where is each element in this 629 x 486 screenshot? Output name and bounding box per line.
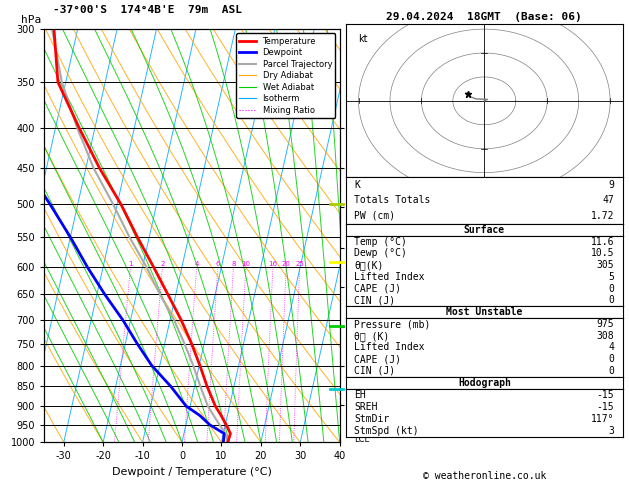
Y-axis label: km
ASL: km ASL xyxy=(371,225,389,246)
Text: K: K xyxy=(354,180,360,190)
X-axis label: Dewpoint / Temperature (°C): Dewpoint / Temperature (°C) xyxy=(112,467,272,477)
Text: hPa: hPa xyxy=(21,15,41,25)
Text: 4: 4 xyxy=(194,261,199,267)
Text: CIN (J): CIN (J) xyxy=(354,366,396,376)
Text: CIN (J): CIN (J) xyxy=(354,295,396,305)
Text: kt: kt xyxy=(359,34,368,44)
Text: 1: 1 xyxy=(128,261,133,267)
Text: LCL: LCL xyxy=(355,435,370,444)
Text: 308: 308 xyxy=(597,331,615,341)
Text: 47: 47 xyxy=(603,195,615,206)
Text: 4: 4 xyxy=(608,343,615,352)
Text: Lifted Index: Lifted Index xyxy=(354,343,425,352)
Text: 1.72: 1.72 xyxy=(591,211,615,221)
Text: 0: 0 xyxy=(608,354,615,364)
Text: 3: 3 xyxy=(608,426,615,436)
Text: 975: 975 xyxy=(597,319,615,329)
Text: CAPE (J): CAPE (J) xyxy=(354,354,401,364)
Text: Totals Totals: Totals Totals xyxy=(354,195,431,206)
Text: StmSpd (kt): StmSpd (kt) xyxy=(354,426,419,436)
Text: θᴄ (K): θᴄ (K) xyxy=(354,331,389,341)
Text: 10.5: 10.5 xyxy=(591,248,615,259)
Text: 5: 5 xyxy=(608,272,615,282)
Text: 16: 16 xyxy=(269,261,277,267)
Text: 20: 20 xyxy=(282,261,291,267)
Text: © weatheronline.co.uk: © weatheronline.co.uk xyxy=(423,471,546,481)
Text: 25: 25 xyxy=(295,261,304,267)
Text: θᴄ(K): θᴄ(K) xyxy=(354,260,384,270)
Text: 305: 305 xyxy=(597,260,615,270)
Text: 9: 9 xyxy=(608,180,615,190)
Text: 6: 6 xyxy=(216,261,220,267)
Text: Hodograph: Hodograph xyxy=(458,378,511,388)
Text: -15: -15 xyxy=(597,390,615,400)
Text: Lifted Index: Lifted Index xyxy=(354,272,425,282)
Text: SREH: SREH xyxy=(354,402,378,412)
Text: PW (cm): PW (cm) xyxy=(354,211,396,221)
Text: 0: 0 xyxy=(608,295,615,305)
Text: 10: 10 xyxy=(242,261,250,267)
Text: 0: 0 xyxy=(608,283,615,294)
Text: 0: 0 xyxy=(608,366,615,376)
Text: 11.6: 11.6 xyxy=(591,237,615,246)
Text: 29.04.2024  18GMT  (Base: 06): 29.04.2024 18GMT (Base: 06) xyxy=(386,12,582,22)
Text: Pressure (mb): Pressure (mb) xyxy=(354,319,431,329)
Text: -15: -15 xyxy=(597,402,615,412)
Text: Temp (°C): Temp (°C) xyxy=(354,237,407,246)
Text: Dewp (°C): Dewp (°C) xyxy=(354,248,407,259)
Legend: Temperature, Dewpoint, Parcel Trajectory, Dry Adiabat, Wet Adiabat, Isotherm, Mi: Temperature, Dewpoint, Parcel Trajectory… xyxy=(236,34,335,118)
Text: Most Unstable: Most Unstable xyxy=(446,307,523,317)
Text: 2: 2 xyxy=(160,261,165,267)
Text: StmDir: StmDir xyxy=(354,414,389,424)
Text: 117°: 117° xyxy=(591,414,615,424)
Text: Surface: Surface xyxy=(464,225,505,235)
Text: CAPE (J): CAPE (J) xyxy=(354,283,401,294)
Text: -37°00'S  174°4B'E  79m  ASL: -37°00'S 174°4B'E 79m ASL xyxy=(53,5,242,15)
Text: 8: 8 xyxy=(231,261,236,267)
Text: EH: EH xyxy=(354,390,366,400)
